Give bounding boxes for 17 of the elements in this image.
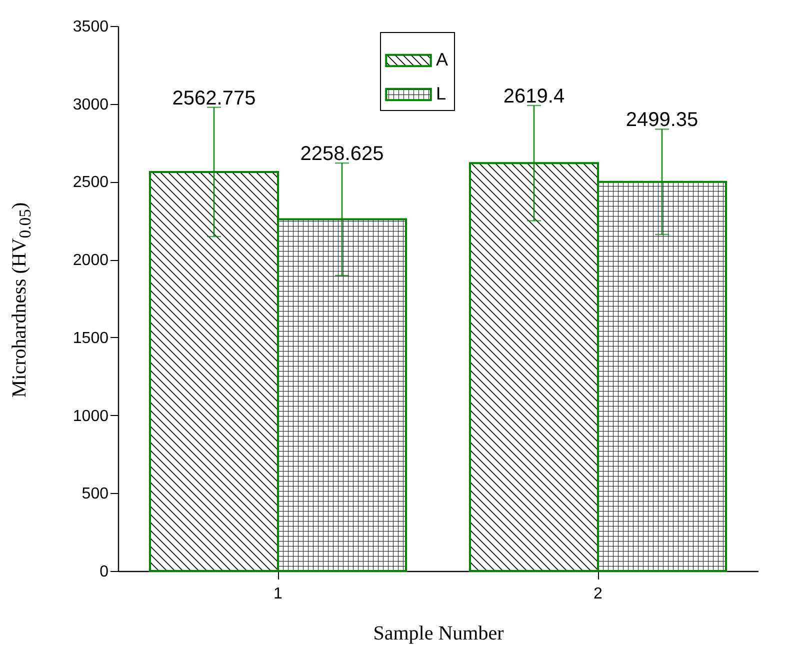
y-tick-label: 500 bbox=[82, 486, 109, 503]
legend-label: A bbox=[436, 50, 448, 70]
x-axis-title: Sample Number bbox=[373, 622, 504, 644]
data-label: 2258.625 bbox=[300, 143, 384, 166]
y-tick-label: 1000 bbox=[72, 408, 109, 425]
y-tick-label: 0 bbox=[100, 564, 109, 580]
data-label: 2499.35 bbox=[626, 109, 698, 132]
data-label: 2619.4 bbox=[503, 86, 565, 108]
y-tick-label: 2500 bbox=[72, 174, 109, 192]
y-tick-label: 1500 bbox=[72, 330, 109, 347]
y-tick-label: 3000 bbox=[72, 96, 109, 114]
x-tick-label: 1 bbox=[274, 586, 283, 602]
y-tick-label: 2000 bbox=[72, 252, 109, 270]
legend-label: L bbox=[436, 84, 446, 104]
y-tick-label: 3500 bbox=[72, 18, 109, 36]
data-label: 2562.775 bbox=[172, 87, 256, 110]
x-tick-label: 2 bbox=[594, 586, 603, 602]
